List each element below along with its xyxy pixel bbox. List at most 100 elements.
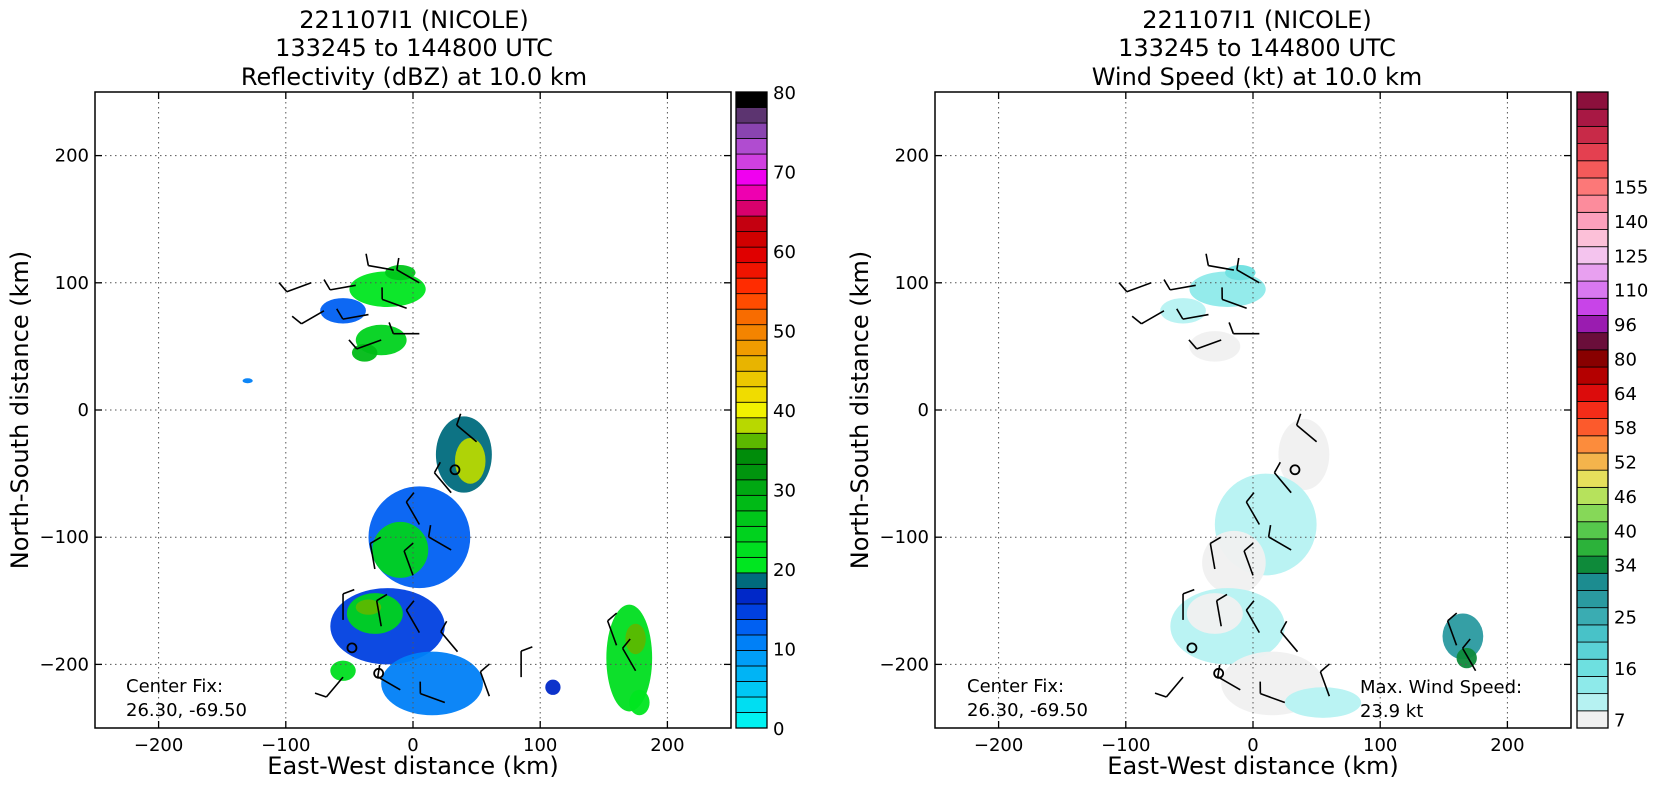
reflectivity-colorbar-swatch (735, 308, 768, 326)
wind-colorbar-tick-label: 7 (1614, 710, 1625, 731)
reflectivity-colorbar-tick-label: 20 (773, 560, 796, 581)
reflectivity-colorbar-swatch (735, 587, 768, 605)
wind-colorbar-swatch (1576, 263, 1609, 282)
reflectivity-colorbar-swatch (735, 122, 768, 139)
wind-y-tick-label: −200 (880, 654, 929, 675)
reflectivity-x-tick-label: 100 (523, 735, 557, 756)
wind-wind-barb (1461, 638, 1477, 672)
wind-wind-barb (1295, 413, 1318, 443)
reflectivity-wind-barb (342, 588, 355, 620)
wind-colorbar-tick-label: 125 (1614, 246, 1648, 267)
reflectivity-colorbar-swatch (735, 556, 768, 574)
wind-colorbar-swatch (1576, 435, 1609, 454)
wind-y-tick-label: 0 (918, 400, 929, 421)
reflectivity-wind-barb (520, 646, 533, 678)
reflectivity-title: 221107I1 (NICOLE) (299, 6, 529, 34)
wind-colorbar-tick-label: 16 (1614, 659, 1637, 680)
reflectivity-colorbar-swatch (735, 262, 768, 279)
wind-colorbar-swatch (1576, 710, 1609, 729)
wind-colorbar-swatch (1576, 177, 1609, 196)
reflectivity-colorbar-swatch (735, 494, 768, 512)
wind-wind-barb (1209, 536, 1222, 570)
reflectivity-wind-barb (419, 681, 446, 704)
reflectivity-colorbar-swatch (735, 619, 768, 636)
reflectivity-wind-barb (405, 492, 421, 525)
wind-wind-barb (1205, 253, 1235, 271)
reflectivity-center-fix-value: 26.30, -69.50 (126, 700, 247, 721)
wind-title: 221107I1 (NICOLE) (1142, 6, 1372, 34)
wind-colorbar-tick-label: 155 (1614, 178, 1648, 199)
wind-wind-barb (1259, 681, 1286, 704)
reflectivity-colorbar-swatch (735, 712, 768, 729)
wind-echo-region (1284, 687, 1362, 718)
wind-echo-region (1186, 593, 1243, 634)
reflectivity-colorbar-swatch (735, 479, 768, 496)
wind-wind-barb (1163, 279, 1196, 291)
wind-colorbar-tick-label: 34 (1614, 556, 1637, 577)
reflectivity-y-tick-label: −200 (40, 654, 89, 675)
reflectivity-y-tick-label: −100 (40, 527, 89, 548)
reflectivity-colorbar-tick-label: 70 (773, 163, 796, 184)
wind-y-axis-label: North-South distance (km) (846, 251, 874, 570)
reflectivity-wind-barb (479, 663, 491, 697)
wind-x-tick-label: 200 (1490, 735, 1524, 756)
wind-colorbar-swatch (1576, 504, 1609, 523)
reflectivity-center-fix-label: Center Fix: (126, 676, 223, 697)
reflectivity-wind-barb (606, 612, 618, 646)
reflectivity-x-tick-label: 200 (650, 735, 684, 756)
reflectivity-wind-barb (365, 253, 395, 271)
reflectivity-colorbar-swatch (735, 432, 768, 450)
wind-wind-barb (1267, 524, 1292, 551)
wind-center-fix-value: 26.30, -69.50 (967, 700, 1088, 721)
wind-wind-barb (1245, 600, 1261, 633)
wind-colorbar-swatch (1576, 590, 1609, 609)
reflectivity-wind-barb (403, 542, 414, 576)
wind-wind-barb (1243, 542, 1254, 576)
wind-colorbar-swatch (1576, 246, 1609, 265)
reflectivity-colorbar-tick-label: 30 (773, 481, 796, 502)
wind-colorbar-swatch (1576, 452, 1609, 471)
reflectivity-center-marker (346, 642, 358, 654)
reflectivity-colorbar-swatch (735, 277, 768, 295)
wind-colorbar-tick-label: 52 (1614, 453, 1637, 474)
reflectivity-wind-barb (396, 257, 420, 284)
reflectivity-wind-barb (433, 461, 452, 494)
reflectivity-wind-barb (291, 310, 325, 325)
reflectivity-colorbar-swatch (735, 665, 768, 682)
wind-x-tick-label: −100 (1101, 735, 1150, 756)
reflectivity-echo-region (454, 437, 486, 484)
reflectivity-colorbar-swatch (735, 355, 768, 372)
reflectivity-echo-region (242, 378, 253, 384)
wind-colorbar-tick-label: 140 (1614, 212, 1648, 233)
reflectivity-x-tick-label: −200 (134, 735, 183, 756)
reflectivity-colorbar-swatch (735, 370, 768, 388)
wind-wind-barb (1131, 310, 1165, 325)
wind-wind-barb (1154, 676, 1184, 698)
reflectivity-colorbar-swatch (735, 324, 768, 341)
wind-colorbar-swatch (1576, 108, 1609, 127)
reflectivity-wind-barb (455, 413, 478, 443)
wind-x-tick-label: 0 (1247, 735, 1258, 756)
reflectivity-center-marker (449, 464, 461, 476)
wind-colorbar-swatch (1576, 676, 1609, 695)
wind-echo-region (1442, 613, 1484, 660)
wind-colorbar-swatch (1576, 555, 1609, 574)
reflectivity-colorbar-swatch (735, 448, 768, 465)
wind-speed-panel: 221107I1 (NICOLE) 133245 to 144800 UTC W… (846, 6, 1648, 780)
wind-colorbar-tick-label: 110 (1614, 281, 1648, 302)
reflectivity-colorbar-swatch (735, 603, 768, 620)
reflectivity-colorbar-swatch (735, 510, 768, 527)
reflectivity-wind-barb (348, 339, 382, 350)
reflectivity-y-tick-label: 0 (78, 400, 89, 421)
wind-colorbar-swatch (1576, 401, 1609, 419)
wind-colorbar-swatch (1576, 486, 1609, 505)
wind-colorbar-swatch (1576, 211, 1609, 230)
reflectivity-colorbar-swatch (735, 650, 768, 667)
wind-colorbar-swatch (1576, 418, 1609, 437)
reflectivity-wind-barbs (278, 253, 637, 704)
wind-colorbar-swatch (1576, 125, 1609, 144)
reflectivity-wind-barb (336, 308, 369, 320)
wind-colorbar-swatch (1576, 229, 1609, 248)
wind-colorbar-swatch (1576, 607, 1609, 626)
